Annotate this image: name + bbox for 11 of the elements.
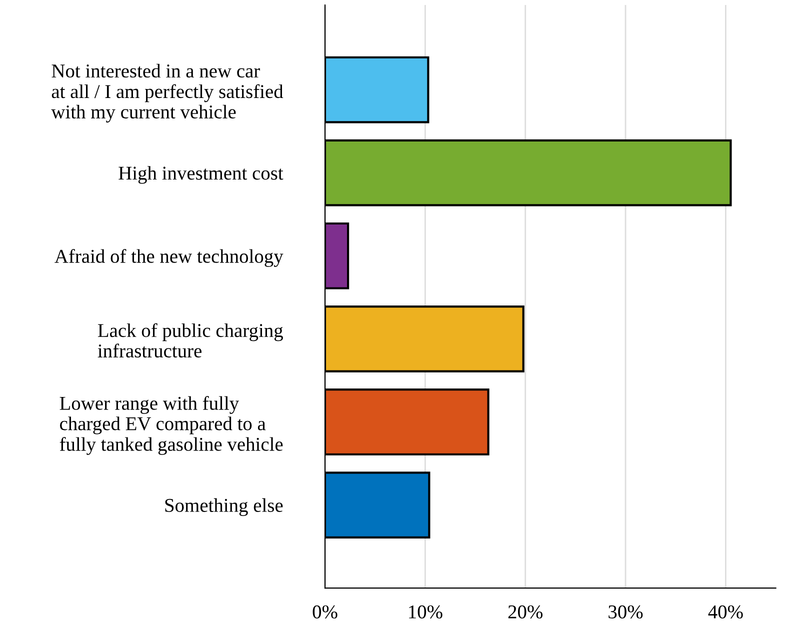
x-tick-label: 0% xyxy=(312,605,338,619)
y-tick-label: Something else xyxy=(165,498,283,516)
y-tick-label: High investment cost xyxy=(118,166,284,184)
y-tick-label: Not interested in a new car at all / I am perfectly satisfied with my current vehicle xyxy=(51,64,284,123)
y-tick-label: Lower range with fully charged EV compared to a fully tanked gasoline vehicle xyxy=(60,396,283,455)
x-tick-label: 10% xyxy=(409,605,442,619)
x-tick-label: 30% xyxy=(608,605,643,619)
y-tick-label: Afraid of the new technology xyxy=(54,249,284,267)
x-tick-label: 40% xyxy=(708,605,743,619)
x-tick-label: 20% xyxy=(508,605,543,619)
y-tick-label: Lack of public charging infrastructure xyxy=(98,323,283,358)
